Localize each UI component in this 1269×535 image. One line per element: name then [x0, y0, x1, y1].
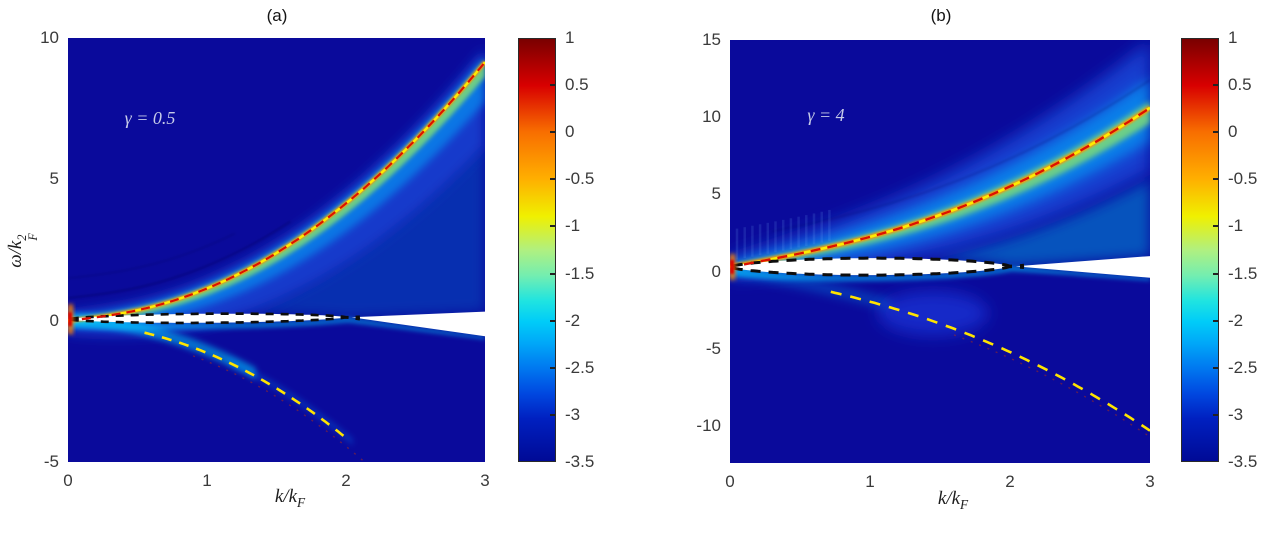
colorbar-notch: [1213, 366, 1218, 369]
white-lens-region: [730, 258, 1010, 276]
colorbar-b-tick--3.5: -3.5: [1228, 452, 1258, 471]
colorbar-a-tick--2: -2: [565, 310, 581, 330]
midband-wash: [68, 144, 485, 320]
ridge-glow-1: [68, 55, 485, 327]
colorbar-a-tick--3.5: -3.5: [565, 452, 595, 471]
panel-a-xtick-3: 3: [480, 471, 490, 490]
panel-b-colorbar: [1181, 38, 1219, 462]
black-dashed-lower-boundary: [732, 265, 1025, 277]
under-lens-strip: [68, 317, 485, 340]
panel-b-title: (b): [930, 6, 952, 25]
panel-b-ytick-0: 0: [711, 261, 721, 281]
colorbar-a-tick-0.5: 0.5: [565, 75, 589, 95]
panel-a-heatmap: [68, 38, 485, 462]
panel-b-ytick--10: -10: [696, 415, 721, 435]
yellow-dashed-lower-branch: [144, 331, 350, 442]
colorbar-a-tick--1: -1: [565, 216, 581, 236]
colorbar-b-tick--1: -1: [1228, 216, 1244, 236]
panel-b-xtick-1: 1: [865, 472, 875, 491]
panel-b-ytick-15: 15: [702, 30, 721, 49]
panel-a-colorbar: [518, 38, 556, 462]
ridge-core-yellow: [68, 61, 485, 322]
colorbar-b-tick--0.5: -0.5: [1228, 169, 1258, 189]
faint-arc: [68, 220, 291, 300]
colorbar-notch: [550, 366, 555, 369]
ridge-glow-0: [730, 40, 1150, 278]
colorbar-b-tick-1: 1: [1228, 28, 1238, 47]
colorbar-a-tick-1: 1: [565, 28, 575, 47]
black-dashed-upper-boundary: [732, 256, 1025, 268]
colorbar-notch: [550, 225, 555, 228]
colorbar-a-tick--3: -3: [565, 404, 581, 424]
panel-b-xtick-0: 0: [725, 472, 735, 491]
colorbar-notch: [1213, 319, 1218, 322]
black-dashed-lower-boundary: [70, 316, 361, 325]
colorbar-notch: [550, 178, 555, 181]
colorbar-b-tick-0.5: 0.5: [1228, 75, 1252, 95]
panel-b-ytick-10: 10: [702, 107, 721, 127]
colorbar-b-tick--2.5: -2.5: [1228, 357, 1258, 377]
panel-b-gamma-annotation: γ = 4: [807, 105, 845, 125]
panel-a-xtick-0: 0: [63, 471, 73, 490]
colorbar-notch: [1213, 413, 1218, 416]
ridge-glow-1: [730, 77, 1150, 273]
colorbar-b-tick--3: -3: [1228, 404, 1244, 424]
colorbar-notch: [1213, 84, 1218, 87]
panel-a-ytick-0: 0: [49, 310, 59, 330]
panel-a-ytick-10: 10: [40, 28, 59, 47]
black-dashed-upper-boundary: [70, 312, 360, 320]
lower-branch-glow: [227, 357, 353, 446]
white-wedge-region: [1015, 256, 1150, 278]
panel-b-xtick-2: 2: [1005, 472, 1015, 491]
panel-a-ylabel: ω/k 2 F: [4, 232, 40, 268]
white-wedge-region: [351, 311, 485, 337]
panel-a-gamma-annotation: γ = 0.5: [124, 108, 176, 128]
colorbar-b-tick--1.5: -1.5: [1228, 263, 1258, 283]
panel-a-xtick-2: 2: [341, 471, 351, 490]
faint-arc: [68, 232, 236, 280]
colorbar-notch: [1213, 131, 1218, 134]
colorbar-notch: [550, 272, 555, 275]
panel-a-title: (a): [266, 6, 288, 25]
panel-b-xlabel: k/kF: [937, 488, 969, 512]
colorbar-notch: [550, 319, 555, 322]
red-dashed-upper-branch: [743, 106, 1150, 266]
panel-b-heatmap: [730, 40, 1150, 463]
colorbar-notch: [550, 131, 555, 134]
panel-b-ytick--5: -5: [705, 338, 721, 358]
colorbar-notch: [550, 84, 555, 87]
colorbar-a-tick--1.5: -1.5: [565, 263, 595, 283]
colorbar-notch: [1213, 272, 1218, 275]
panel-a-ytick-5: 5: [49, 169, 59, 189]
colorbar-notch: [550, 413, 555, 416]
colorbar-a-tick--2.5: -2.5: [565, 357, 595, 377]
panel-b-ytick-5: 5: [711, 184, 721, 204]
colorbar-b-tick-0: 0: [1228, 122, 1238, 142]
colorbar-a-tick-0: 0: [565, 122, 575, 142]
colorbar-a-tick--0.5: -0.5: [565, 169, 595, 189]
red-dashed-upper-branch: [81, 61, 485, 321]
panel-a-ytick--5: -5: [43, 452, 59, 471]
colorbar-notch: [1213, 225, 1218, 228]
midband-wash: [730, 180, 1150, 267]
lower-glow-blob: [878, 291, 988, 336]
ridge-glow-0: [68, 48, 485, 336]
yellow-dashed-lower-branch: [830, 290, 1150, 432]
panel-a-xtick-1: 1: [202, 471, 212, 490]
panel-b-xtick-3: 3: [1145, 472, 1155, 491]
colorbar-b-tick--2: -2: [1228, 310, 1244, 330]
faint-arc: [771, 79, 1150, 233]
panel-a-xlabel: k/kF: [274, 486, 306, 510]
colorbar-notch: [1213, 178, 1218, 181]
